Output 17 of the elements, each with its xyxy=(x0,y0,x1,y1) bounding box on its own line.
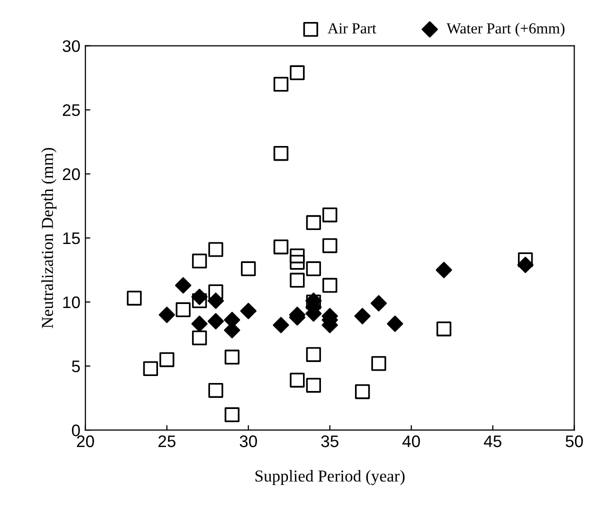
x-tick-label: 50 xyxy=(566,435,583,448)
y-tick-label: 10 xyxy=(63,296,80,308)
y-tick-label: 0 xyxy=(72,424,80,436)
x-tick-label: 35 xyxy=(321,435,338,448)
y-tick-label: 25 xyxy=(62,104,80,116)
y-axis-title: Neutralization Depth (mm) xyxy=(41,148,56,328)
y-tick-label: 30 xyxy=(62,40,80,52)
legend-label: Water Part (+6mm) xyxy=(446,22,564,37)
x-tick-label: 25 xyxy=(158,435,176,448)
x-tick-label: 40 xyxy=(402,435,420,448)
x-tick-label: 30 xyxy=(240,435,257,448)
y-tick-label: 15 xyxy=(63,232,80,244)
legend-label: Air Part xyxy=(328,23,376,34)
x-tick-label: 45 xyxy=(484,436,502,448)
y-tick-label: 5 xyxy=(72,360,80,372)
x-axis-title: Supplied Period (year) xyxy=(256,470,405,486)
y-tick-label: 20 xyxy=(62,168,80,180)
